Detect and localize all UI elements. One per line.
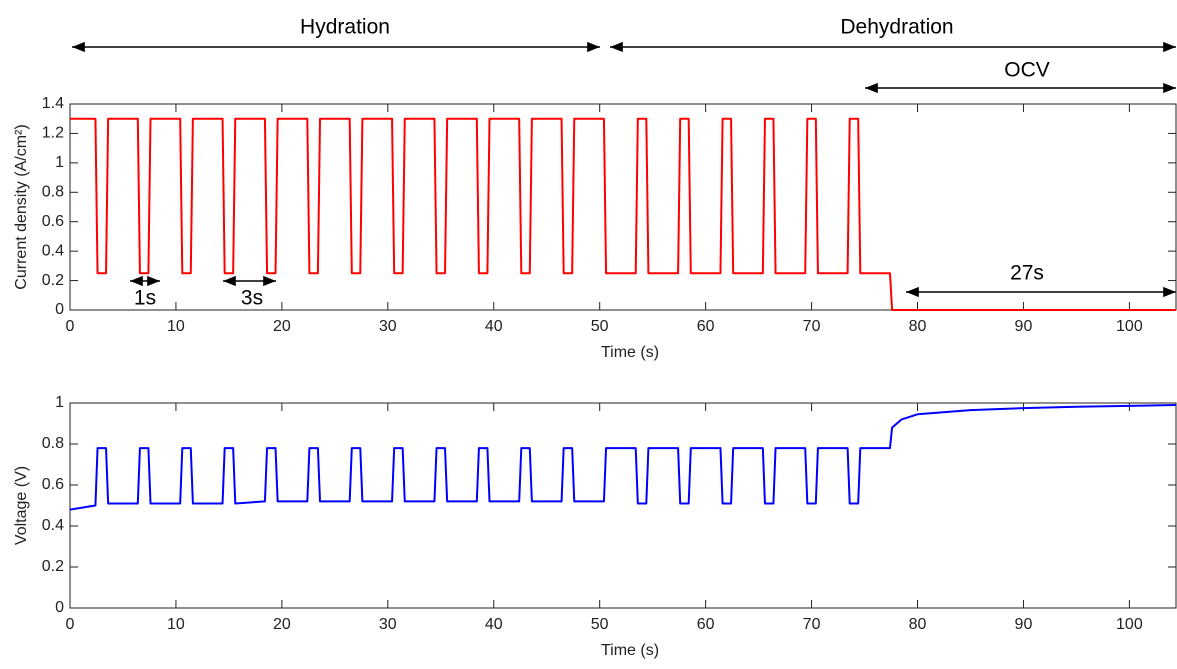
x-tick-label: 20 (273, 616, 291, 633)
x-tick-label: 0 (66, 318, 75, 335)
y-tick-label: 0.8 (42, 184, 64, 201)
x-axis-label: Time (s) (601, 642, 659, 659)
x-tick-label: 70 (803, 616, 821, 633)
y-tick-label: 1 (55, 394, 64, 411)
y-tick-label: 1.4 (42, 95, 64, 112)
x-tick-label: 100 (1116, 318, 1143, 335)
y-tick-label: 0.2 (42, 558, 64, 575)
data-line (70, 117, 1176, 311)
annotation: 3s (241, 287, 263, 310)
data-line (69, 404, 1177, 511)
x-tick-label: 0 (66, 616, 75, 633)
annotations: Hydration Dehydration OCV 1s 3s 27s (72, 16, 1176, 310)
y-tick-label: 1 (55, 154, 64, 171)
x-tick-label: 60 (697, 616, 715, 633)
x-tick-label: 90 (1015, 616, 1033, 633)
x-tick-label: 40 (485, 616, 503, 633)
y-axis-label: Voltage (V) (13, 466, 30, 545)
y-tick-label: 0 (55, 599, 64, 616)
plot-frame (69, 402, 1177, 609)
y-tick-label: 0 (55, 301, 64, 318)
y-tick-label: 0.6 (42, 213, 64, 230)
annotation: OCV (1004, 59, 1050, 82)
annotation: 27s (1010, 262, 1044, 285)
x-tick-label: 90 (1015, 318, 1033, 335)
x-tick-label: 80 (909, 616, 927, 633)
x-tick-label: 10 (167, 318, 185, 335)
x-axis-label: Time (s) (601, 344, 659, 361)
x-tick-label: 70 (803, 318, 821, 335)
annotation: Dehydration (840, 16, 953, 39)
x-tick-label: 80 (909, 318, 927, 335)
x-tick-label: 50 (591, 616, 609, 633)
x-tick-label: 10 (167, 616, 185, 633)
y-tick-label: 0.4 (42, 517, 64, 534)
x-tick-label: 20 (273, 318, 291, 335)
x-tick-label: 30 (379, 318, 397, 335)
x-tick-label: 100 (1116, 616, 1143, 633)
x-tick-label: 60 (697, 318, 715, 335)
x-tick-label: 30 (379, 616, 397, 633)
x-tick-label: 40 (485, 318, 503, 335)
y-tick-label: 0.6 (42, 476, 64, 493)
y-tick-label: 0.8 (42, 435, 64, 452)
annotation: Hydration (300, 16, 390, 39)
annotation: 1s (134, 287, 156, 310)
y-tick-label: 0.2 (42, 272, 64, 289)
plot-frame (69, 103, 1177, 311)
y-tick-label: 1.2 (42, 125, 64, 142)
y-tick-label: 0.4 (42, 242, 64, 259)
x-tick-label: 50 (591, 318, 609, 335)
y-axis-label: Current density (A/cm²) (13, 124, 30, 289)
